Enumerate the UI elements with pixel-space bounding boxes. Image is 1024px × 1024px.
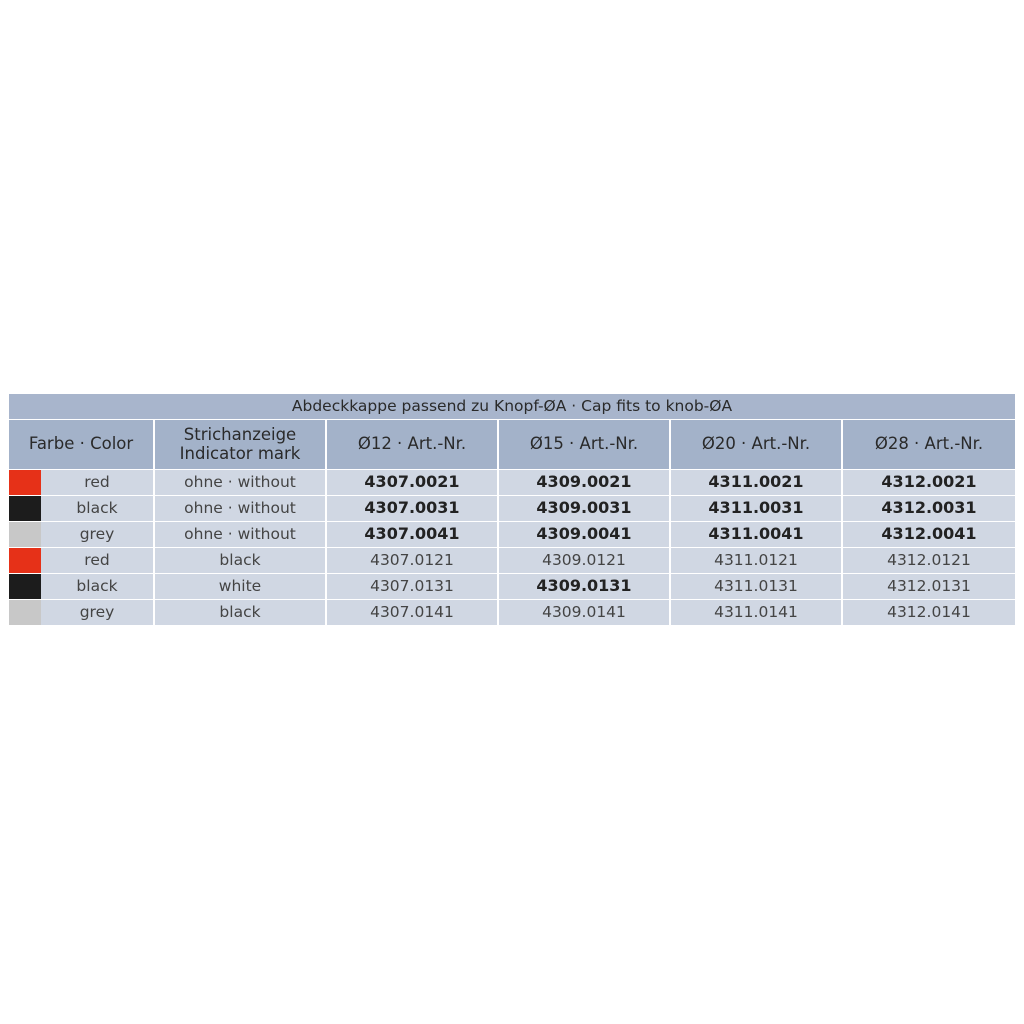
article-number-cell: 4307.0141 bbox=[327, 600, 499, 625]
header-size-12: Ø12 · Art.-Nr. bbox=[327, 420, 499, 469]
header-indicator: Strichanzeige Indicator mark bbox=[155, 420, 327, 469]
article-number-cell: 4307.0031 bbox=[327, 496, 499, 521]
color-cell: grey bbox=[41, 600, 155, 625]
header-row: Farbe · Color Strichanzeige Indicator ma… bbox=[9, 420, 1015, 470]
article-number-cell: 4312.0041 bbox=[881, 524, 977, 544]
table-row: red ohne · without 4307.0021 4309.0021 4311.… bbox=[9, 470, 1015, 496]
indicator-cell: ohne · without bbox=[155, 522, 327, 547]
article-number-cell: 4311.0021 bbox=[671, 470, 843, 495]
article-table: Abdeckkappe passend zu Knopf-ØA · Cap fi… bbox=[9, 394, 1015, 626]
article-number-cell: 4309.0121 bbox=[499, 548, 671, 573]
indicator-cell: white bbox=[155, 574, 327, 599]
header-indicator-en: Indicator mark bbox=[179, 443, 301, 463]
indicator-cell: ohne · without bbox=[155, 496, 327, 521]
article-number-cell: 4311.0031 bbox=[671, 496, 843, 521]
article-number-cell: 4307.0121 bbox=[327, 548, 499, 573]
indicator-cell: black bbox=[155, 600, 327, 625]
header-size-15: Ø15 · Art.-Nr. bbox=[499, 420, 671, 469]
article-number-cell: 4309.0021 bbox=[499, 470, 671, 495]
table-row: grey black 4307.0141 4309.0141 4311.0141 4312… bbox=[9, 600, 1015, 626]
color-swatch bbox=[9, 522, 41, 547]
table-body: red ohne · without 4307.0021 4309.0021 4311.… bbox=[9, 470, 1015, 626]
article-number-cell: 4312.0141 bbox=[887, 602, 971, 621]
header-size-28: Ø28 · Art.-Nr. bbox=[874, 434, 984, 454]
article-number-cell: 4311.0041 bbox=[671, 522, 843, 547]
table-title: Abdeckkappe passend zu Knopf-ØA · Cap fi… bbox=[9, 394, 1015, 420]
article-number-cell: 4312.0131 bbox=[887, 576, 971, 595]
color-swatch bbox=[9, 548, 41, 573]
article-number-cell: 4307.0131 bbox=[327, 574, 499, 599]
article-number-cell: 4312.0031 bbox=[881, 498, 977, 518]
article-number-cell: 4307.0041 bbox=[327, 522, 499, 547]
header-size-20: Ø20 · Art.-Nr. bbox=[671, 420, 843, 469]
article-number-cell: 4309.0041 bbox=[499, 522, 671, 547]
table-row: grey ohne · without 4307.0041 4309.0041 4311… bbox=[9, 522, 1015, 548]
table-row: black white 4307.0131 4309.0131 4311.0131 431… bbox=[9, 574, 1015, 600]
color-cell: red bbox=[41, 470, 155, 495]
color-cell: red bbox=[41, 548, 155, 573]
article-number-cell: 4311.0131 bbox=[671, 574, 843, 599]
table-row: black ohne · without 4307.0031 4309.0031 431… bbox=[9, 496, 1015, 522]
article-number-cell: 4311.0141 bbox=[671, 600, 843, 625]
header-color: Farbe · Color bbox=[9, 420, 155, 469]
article-number-cell: 4309.0141 bbox=[499, 600, 671, 625]
color-swatch bbox=[9, 470, 41, 495]
article-number-cell: 4307.0021 bbox=[327, 470, 499, 495]
color-cell: grey bbox=[41, 522, 155, 547]
article-number-cell: 4309.0131 bbox=[499, 574, 671, 599]
indicator-cell: black bbox=[155, 548, 327, 573]
article-number-cell: 4311.0121 bbox=[671, 548, 843, 573]
table-row: red black 4307.0121 4309.0121 4311.0121 4312.… bbox=[9, 548, 1015, 574]
article-number-cell: 4312.0121 bbox=[887, 550, 971, 569]
color-cell: black bbox=[41, 496, 155, 521]
article-number-cell: 4312.0021 bbox=[881, 472, 977, 492]
color-swatch bbox=[9, 600, 41, 625]
indicator-cell: ohne · without bbox=[155, 470, 327, 495]
color-swatch bbox=[9, 496, 41, 521]
header-indicator-de: Strichanzeige bbox=[183, 424, 297, 444]
color-swatch bbox=[9, 574, 41, 599]
article-number-cell: 4309.0031 bbox=[499, 496, 671, 521]
color-cell: black bbox=[41, 574, 155, 599]
